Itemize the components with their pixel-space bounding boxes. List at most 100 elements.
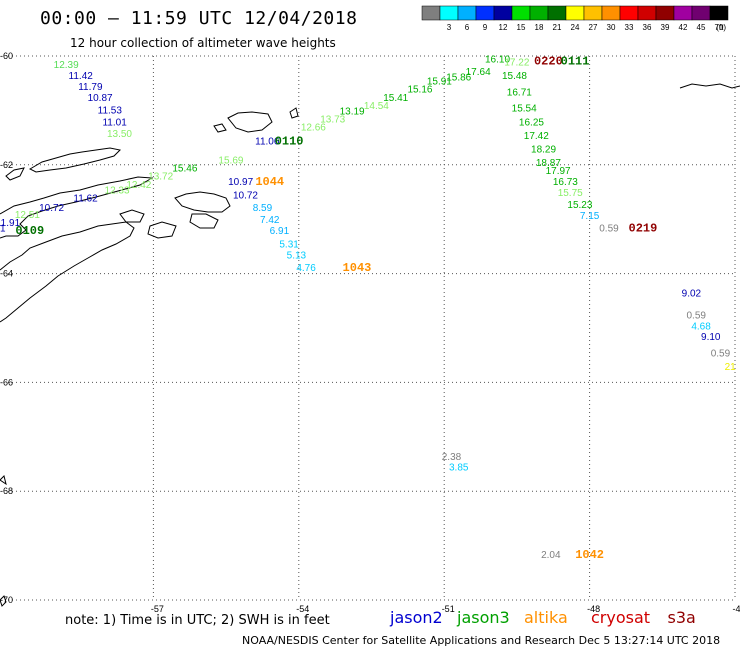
island-coast bbox=[0, 595, 7, 607]
colorbar-label: 24 bbox=[571, 23, 580, 32]
wave-height-value: 11.53 bbox=[98, 105, 123, 116]
colorbar-swatch bbox=[601, 5, 621, 21]
map-title: 00:00 – 11:59 UTC 12/04/2018 bbox=[40, 8, 358, 29]
wave-height-value: 10.72 bbox=[39, 203, 64, 214]
wave-height-value: 12.33 bbox=[105, 185, 130, 196]
time-label: 0110 bbox=[275, 134, 304, 148]
island-coast bbox=[679, 83, 740, 89]
wave-height-value: 7.15 bbox=[580, 211, 600, 222]
wave-height-value: 12.51 bbox=[15, 210, 40, 221]
time-label: 0219 bbox=[629, 221, 658, 235]
colorbar-label: 9 bbox=[483, 23, 488, 32]
wave-height-value: 13.72 bbox=[148, 172, 173, 183]
wave-height-value: 15.48 bbox=[502, 71, 527, 82]
wave-height-value: 0.59 bbox=[599, 223, 619, 234]
wave-height-value: 9.02 bbox=[682, 289, 702, 300]
satellite-legend-item: cryosat bbox=[591, 608, 651, 627]
colorbar-label: 33 bbox=[625, 23, 634, 32]
wave-height-value: 12.42 bbox=[126, 180, 151, 191]
colorbar-label: 39 bbox=[661, 23, 670, 32]
island-coast bbox=[147, 221, 177, 239]
peninsula-coast bbox=[0, 176, 154, 239]
wave-height-value: 11.31 bbox=[0, 223, 6, 234]
wave-height-value: 11.79 bbox=[78, 82, 103, 93]
lat-tick-label: -60 bbox=[0, 51, 13, 61]
wave-height-value: 2.04 bbox=[541, 550, 561, 561]
wave-height-value: 21 bbox=[725, 362, 737, 373]
wave-height-value: 10.97 bbox=[228, 177, 253, 188]
colorbar-label: 15 bbox=[517, 23, 526, 32]
wave-height-value: 15.86 bbox=[446, 73, 471, 84]
colorbar-swatch bbox=[529, 5, 549, 21]
wave-height-value: 11.62 bbox=[73, 193, 98, 204]
colorbar-swatch bbox=[511, 5, 531, 21]
time-label: 1044 bbox=[255, 175, 284, 189]
colorbar-swatch bbox=[475, 5, 495, 21]
colorbar-swatch bbox=[421, 5, 441, 21]
lon-tick-label: -45 bbox=[732, 604, 740, 614]
lat-tick-label: -62 bbox=[0, 160, 13, 170]
wave-height-value: 16.10 bbox=[485, 55, 510, 66]
island-coast bbox=[213, 123, 227, 133]
lon-tick-label: -57 bbox=[151, 604, 164, 614]
lon-tick-label: -54 bbox=[296, 604, 309, 614]
island-coast bbox=[174, 191, 231, 213]
lat-tick-label: -68 bbox=[0, 486, 13, 496]
colorbar-label: 21 bbox=[553, 23, 562, 32]
wave-height-value: 3.85 bbox=[449, 463, 469, 474]
satellite-legend-item: jason2 bbox=[390, 608, 443, 627]
lon-tick-label: -48 bbox=[587, 604, 600, 614]
wave-height-value: 11.01 bbox=[102, 117, 127, 128]
wave-height-value: 5.13 bbox=[287, 251, 307, 262]
colorbar-label: 27 bbox=[589, 23, 598, 32]
time-label: 1042 bbox=[575, 548, 604, 562]
colorbar-swatch bbox=[619, 5, 639, 21]
wave-height-value: 0.59 bbox=[686, 310, 706, 321]
wave-height-value: 15.23 bbox=[567, 200, 592, 211]
island-coast bbox=[227, 111, 273, 133]
wave-height-value: 15.69 bbox=[218, 155, 243, 166]
wave-height-value: 6.91 bbox=[270, 226, 290, 237]
colorbar-label: 6 bbox=[465, 23, 470, 32]
wave-height-value: 13.19 bbox=[340, 106, 365, 117]
colorbar-swatch bbox=[655, 5, 675, 21]
colorbar-swatch bbox=[457, 5, 477, 21]
wave-height-value: 0.59 bbox=[711, 348, 731, 359]
colorbar-swatch bbox=[691, 5, 711, 21]
wave-height-value: 11.42 bbox=[69, 71, 94, 82]
wave-height-value: 10.87 bbox=[88, 93, 113, 104]
wave-height-value: 11.91 bbox=[0, 218, 21, 229]
island-coast bbox=[189, 213, 219, 229]
wave-height-value: 17.64 bbox=[466, 67, 491, 78]
satellite-legend-item: s3a bbox=[667, 608, 696, 627]
wave-height-value: 15.41 bbox=[383, 93, 408, 104]
island-coast bbox=[0, 475, 7, 486]
wave-height-value: 16.71 bbox=[507, 87, 532, 98]
wave-height-value: 5.31 bbox=[279, 240, 299, 251]
satellite-legend-item: altika bbox=[524, 608, 568, 627]
time-label: 0109 bbox=[15, 224, 44, 238]
island-coast bbox=[119, 209, 145, 223]
colorbar-swatch bbox=[439, 5, 459, 21]
wave-height-value: 17.22 bbox=[504, 57, 529, 68]
wave-height-value: 15.91 bbox=[427, 76, 452, 87]
island-coast bbox=[28, 147, 122, 173]
island-coast bbox=[289, 107, 299, 119]
colorbar-label: 3 bbox=[447, 23, 452, 32]
wave-height-value: 12.66 bbox=[301, 123, 326, 134]
colorbar-swatch bbox=[673, 5, 693, 21]
wave-height-value: 14.54 bbox=[364, 101, 389, 112]
time-label: 0111 bbox=[561, 54, 590, 68]
wave-height-value: 15.46 bbox=[172, 164, 197, 175]
time-label: 0220 bbox=[534, 54, 563, 68]
colorbar-swatch bbox=[709, 5, 729, 21]
colorbar-label: 70 bbox=[715, 23, 724, 32]
lat-tick-label: -64 bbox=[0, 269, 13, 279]
wave-height-value: 13.50 bbox=[107, 129, 132, 140]
colorbar-label: 45 bbox=[697, 23, 706, 32]
time-label: 1043 bbox=[343, 261, 372, 275]
colorbar-label: 36 bbox=[643, 23, 652, 32]
wave-height-value: 9.10 bbox=[701, 332, 721, 343]
colorbar-unit: (ft) bbox=[716, 23, 726, 32]
